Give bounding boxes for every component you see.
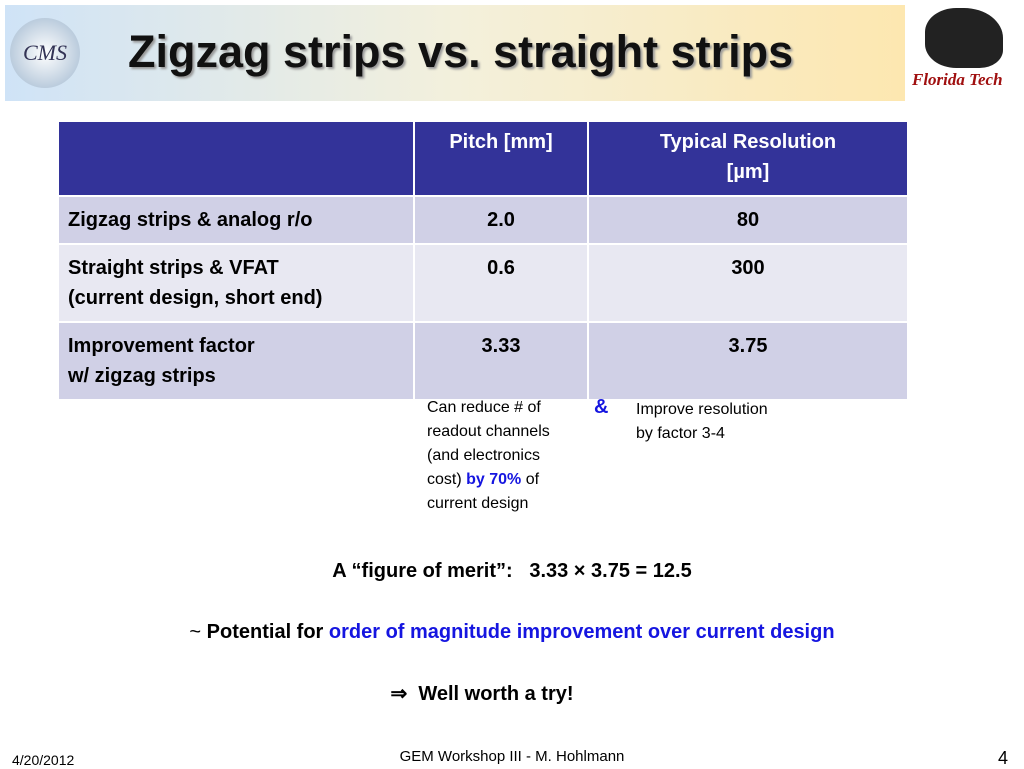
note-text: cost): [427, 471, 462, 488]
note-text: by factor 3-4: [636, 425, 725, 442]
comparison-table: Pitch [mm] Typical Resolution [µm] Zigzag s…: [57, 120, 909, 401]
florida-tech-logo: Florida Tech: [912, 70, 1003, 89]
note-left: Can reduce # of readout channels (and elec…: [427, 396, 550, 516]
header-cell: [57, 120, 415, 197]
header-row: Pitch [mm] Typical Resolution [µm]: [57, 120, 909, 197]
table-row: Zigzag strips & analog r/o 2.0 80: [57, 195, 909, 245]
cell-text: 2.0: [487, 209, 515, 231]
cell-text: (current design, short end): [68, 287, 323, 309]
cell-text: 3.33: [481, 335, 521, 357]
conclusion-line: ⇒ Well worth a try!: [0, 681, 994, 706]
note-text: current design: [427, 495, 529, 512]
note-text: Improve resolution: [636, 401, 768, 418]
conclusion-text: Well worth a try!: [418, 683, 574, 705]
note-text: (and electronics: [427, 447, 540, 464]
header-cell: Pitch [mm]: [413, 120, 589, 197]
table-cell: Improvement factor w/ zigzag strips: [57, 321, 415, 401]
table-cell: 3.75: [587, 321, 909, 401]
arrow: ⇒: [390, 683, 408, 705]
table-cell: 3.33: [413, 321, 589, 401]
merit-formula: 3.33 × 3.75 = 12.5: [529, 560, 692, 582]
panther-logo: [925, 8, 1003, 68]
potential-line: ~ Potential for order of magnitude impro…: [0, 621, 1024, 644]
cell-text: 0.6: [487, 257, 515, 279]
cell-text: w/ zigzag strips: [68, 365, 216, 387]
potential-prefix: Potential for: [206, 621, 324, 643]
ampersand: &: [594, 396, 609, 418]
title-bar: [5, 5, 905, 101]
note-text: readout channels: [427, 423, 550, 440]
note-text: of: [525, 471, 540, 488]
table-cell: 300: [587, 243, 909, 323]
cell-text: 3.75: [728, 335, 768, 357]
note-text: Can reduce # of: [427, 399, 541, 416]
cell-text: Typical Resolution: [659, 131, 837, 153]
cms-logo: CMS: [10, 18, 80, 88]
table-cell: Straight strips & VFAT (current design, s…: [57, 243, 415, 323]
footer-center: GEM Workshop III - M. Hohlmann: [399, 748, 625, 765]
table-row: Improvement factor w/ zigzag strips 3.33 3.…: [57, 321, 909, 401]
note-right: Improve resolution by factor 3-4: [636, 398, 768, 446]
cell-text: 80: [736, 209, 760, 231]
cell-text: Zigzag strips & analog r/o: [68, 209, 313, 231]
cell-text: Pitch [mm]: [449, 131, 553, 153]
note-highlight: by 70%: [466, 471, 522, 488]
title: Zigzag strips vs. straight strips: [128, 26, 794, 77]
merit-label: A “figure of merit”:: [332, 560, 513, 582]
table-cell: 2.0: [413, 195, 589, 245]
page-number: 4: [998, 748, 1009, 768]
potential-highlight: order of magnitude improvement over curr…: [328, 621, 835, 643]
table-cell: 0.6: [413, 243, 589, 323]
table-cell: Zigzag strips & analog r/o: [57, 195, 415, 245]
merit-line: A “figure of merit”: 3.33 × 3.75 = 12.5: [0, 560, 1024, 583]
cell-text: Improvement factor: [68, 335, 255, 357]
table-row: Straight strips & VFAT (current design, s…: [57, 243, 909, 323]
cell-text: Straight strips & VFAT: [68, 257, 279, 279]
footer-date: 4/20/2012: [12, 752, 75, 768]
tilde: ~: [189, 621, 202, 643]
cell-text: [µm]: [726, 161, 770, 183]
cell-text: 300: [731, 257, 765, 279]
table-cell: 80: [587, 195, 909, 245]
header-cell: Typical Resolution [µm]: [587, 120, 909, 197]
